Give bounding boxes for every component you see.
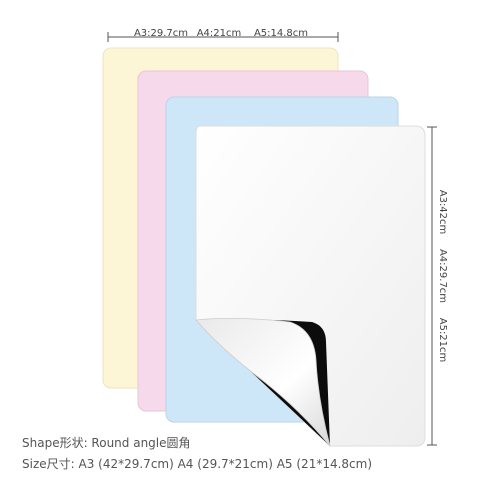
side-dimension: A4:29.7cm (437, 249, 448, 303)
side-dimension-line (427, 126, 437, 446)
size-caption: Size尺寸: A3 (42*29.7cm) A4 (29.7*21cm) A5… (22, 457, 372, 471)
top-dimension: A5:14.8cm (254, 28, 308, 39)
top-dimension-line (107, 32, 339, 42)
shape-caption: Shape形状: Round angle圆角 (22, 436, 191, 450)
top-dimension: A4:21cm (197, 28, 242, 39)
board-curl (195, 318, 331, 447)
side-dimension: A5:21cm (437, 318, 448, 363)
side-dimension: A3:42cm (437, 190, 448, 235)
top-dimension: A3:29.7cm (134, 28, 188, 39)
